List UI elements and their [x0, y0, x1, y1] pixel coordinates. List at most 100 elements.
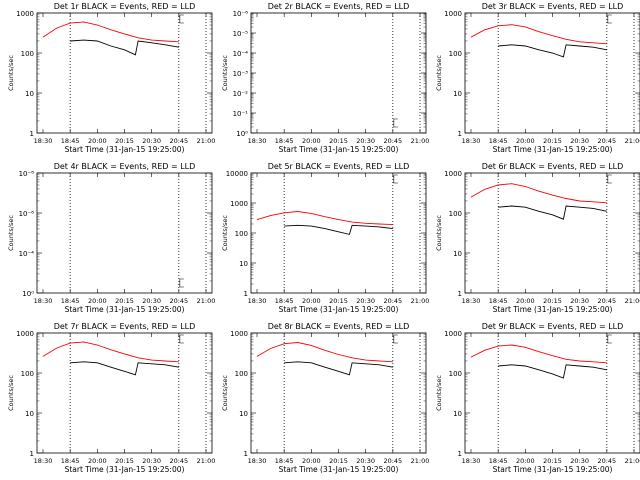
x-tick-label: 21:00 — [197, 297, 216, 305]
lld-series-line — [42, 21, 179, 43]
y-tick-label: 1 — [30, 450, 34, 458]
y-tick-label: 10 — [453, 410, 462, 418]
y-tick-label: 10 — [239, 260, 248, 268]
panel-det-2: Det 2r BLACK = Events, RED = LLD 18:30 18:… — [221, 2, 429, 154]
y-tick-label: 10⁻⁵ — [233, 30, 249, 38]
events-series-line — [70, 361, 179, 376]
marker-bracket — [179, 14, 184, 24]
x-tick-label: 20:30 — [570, 457, 589, 465]
events-series-line — [498, 205, 607, 220]
events-series-line — [284, 224, 393, 235]
x-tick-label: 18:45 — [489, 297, 508, 305]
lld-series-line — [256, 342, 393, 363]
marker-bracket — [393, 118, 398, 128]
x-axis-label: Start Time (31-Jan-15 19:25:00) — [493, 305, 613, 314]
marker-bracket — [179, 334, 184, 344]
x-tick-label: 20:45 — [169, 457, 188, 465]
x-tick-label: 18:30 — [248, 457, 267, 465]
lld-series-line — [470, 183, 607, 204]
x-tick-label: 20:30 — [570, 297, 589, 305]
x-tick-label: 20:30 — [356, 137, 375, 145]
x-tick-label: 20:00 — [516, 457, 535, 465]
y-axis-label: Counts/sec — [435, 55, 443, 91]
panel-det-9: Det 9r BLACK = Events, RED = LLD 18:30 18:… — [435, 322, 640, 474]
x-tick-label: 20:15 — [329, 137, 348, 145]
x-tick-label: 20:30 — [356, 457, 375, 465]
x-tick-label: 20:15 — [115, 297, 134, 305]
plot-frame — [464, 172, 640, 294]
panel-det-6: Det 6r BLACK = Events, RED = LLD 18:30 18:… — [435, 162, 640, 314]
y-axis-label: Counts/sec — [221, 55, 229, 91]
plot-frame — [250, 12, 427, 134]
x-tick-label: 21:00 — [411, 137, 430, 145]
x-axis-label: Start Time (31-Jan-15 19:25:00) — [65, 305, 185, 314]
lld-series-line — [42, 341, 179, 363]
x-tick-label: 18:45 — [275, 137, 294, 145]
y-axis-label: Counts/sec — [435, 215, 443, 251]
x-tick-label: 18:45 — [489, 137, 508, 145]
x-tick-label: 20:45 — [169, 297, 188, 305]
x-axis-label: Start Time (31-Jan-15 19:25:00) — [65, 465, 185, 474]
events-series-line — [498, 364, 607, 379]
panel-title: Det 8r BLACK = Events, RED = LLD — [268, 322, 410, 331]
marker-bracket — [393, 174, 398, 184]
x-tick-label: 20:00 — [88, 137, 107, 145]
y-tick-label: 10⁻¹ — [233, 110, 249, 118]
y-tick-label: 10⁻⁸ — [19, 170, 35, 178]
lld-series-line — [470, 24, 607, 45]
x-tick-label: 18:30 — [248, 297, 267, 305]
plot-frame — [36, 12, 213, 134]
x-tick-label: 20:45 — [169, 137, 188, 145]
x-tick-label: 21:00 — [197, 137, 216, 145]
y-tick-label: 100 — [21, 370, 34, 378]
panel-title: Det 9r BLACK = Events, RED = LLD — [482, 322, 624, 331]
y-tick-label: 1000 — [230, 200, 248, 208]
panel-det-7: Det 7r BLACK = Events, RED = LLD 18:30 18:… — [7, 322, 215, 474]
x-tick-label: 20:45 — [597, 457, 616, 465]
marker-bracket — [607, 14, 612, 24]
y-tick-label: 1000 — [16, 10, 34, 18]
y-tick-label: 10 — [453, 90, 462, 98]
x-tick-label: 18:45 — [489, 457, 508, 465]
marker-bracket — [607, 174, 612, 184]
x-tick-label: 20:15 — [329, 297, 348, 305]
x-tick-label: 20:30 — [142, 297, 161, 305]
y-axis-label: Counts/sec — [221, 375, 229, 411]
plot-frame — [464, 332, 640, 454]
y-tick-label: 1 — [244, 290, 248, 298]
plot-frame — [464, 12, 640, 134]
x-tick-label: 20:30 — [570, 137, 589, 145]
x-tick-label: 18:45 — [275, 457, 294, 465]
y-tick-label: 1 — [458, 130, 462, 138]
panel-det-5: Det 5r BLACK = Events, RED = LLD 18:30 18:… — [221, 162, 429, 314]
x-tick-label: 21:00 — [411, 297, 430, 305]
y-tick-label: 1000 — [444, 170, 462, 178]
x-tick-label: 18:45 — [275, 297, 294, 305]
x-tick-label: 20:00 — [302, 137, 321, 145]
x-tick-label: 18:30 — [34, 297, 53, 305]
y-tick-label: 100 — [235, 230, 248, 238]
x-tick-label: 20:15 — [329, 457, 348, 465]
x-tick-label: 20:00 — [302, 297, 321, 305]
y-tick-label: 1 — [244, 450, 248, 458]
x-tick-label: 20:15 — [115, 137, 134, 145]
x-tick-label: 18:30 — [462, 457, 481, 465]
y-axis-label: Counts/sec — [435, 375, 443, 411]
x-tick-label: 20:30 — [356, 297, 375, 305]
x-tick-label: 20:00 — [516, 297, 535, 305]
x-tick-label: 21:00 — [625, 137, 640, 145]
x-tick-label: 20:45 — [383, 137, 402, 145]
plot-frame — [250, 332, 427, 454]
y-tick-label: 10⁻⁴ — [233, 50, 249, 58]
x-tick-label: 20:00 — [88, 457, 107, 465]
events-series-line — [498, 44, 607, 58]
x-tick-label: 20:15 — [543, 297, 562, 305]
y-tick-label: 10 — [25, 410, 34, 418]
panel-title: Det 6r BLACK = Events, RED = LLD — [482, 162, 624, 171]
y-tick-label: 100 — [449, 210, 462, 218]
plot-frame — [250, 172, 427, 294]
panel-title: Det 5r BLACK = Events, RED = LLD — [268, 162, 410, 171]
marker-bracket — [393, 334, 398, 344]
y-tick-label: 10000 — [226, 170, 248, 178]
